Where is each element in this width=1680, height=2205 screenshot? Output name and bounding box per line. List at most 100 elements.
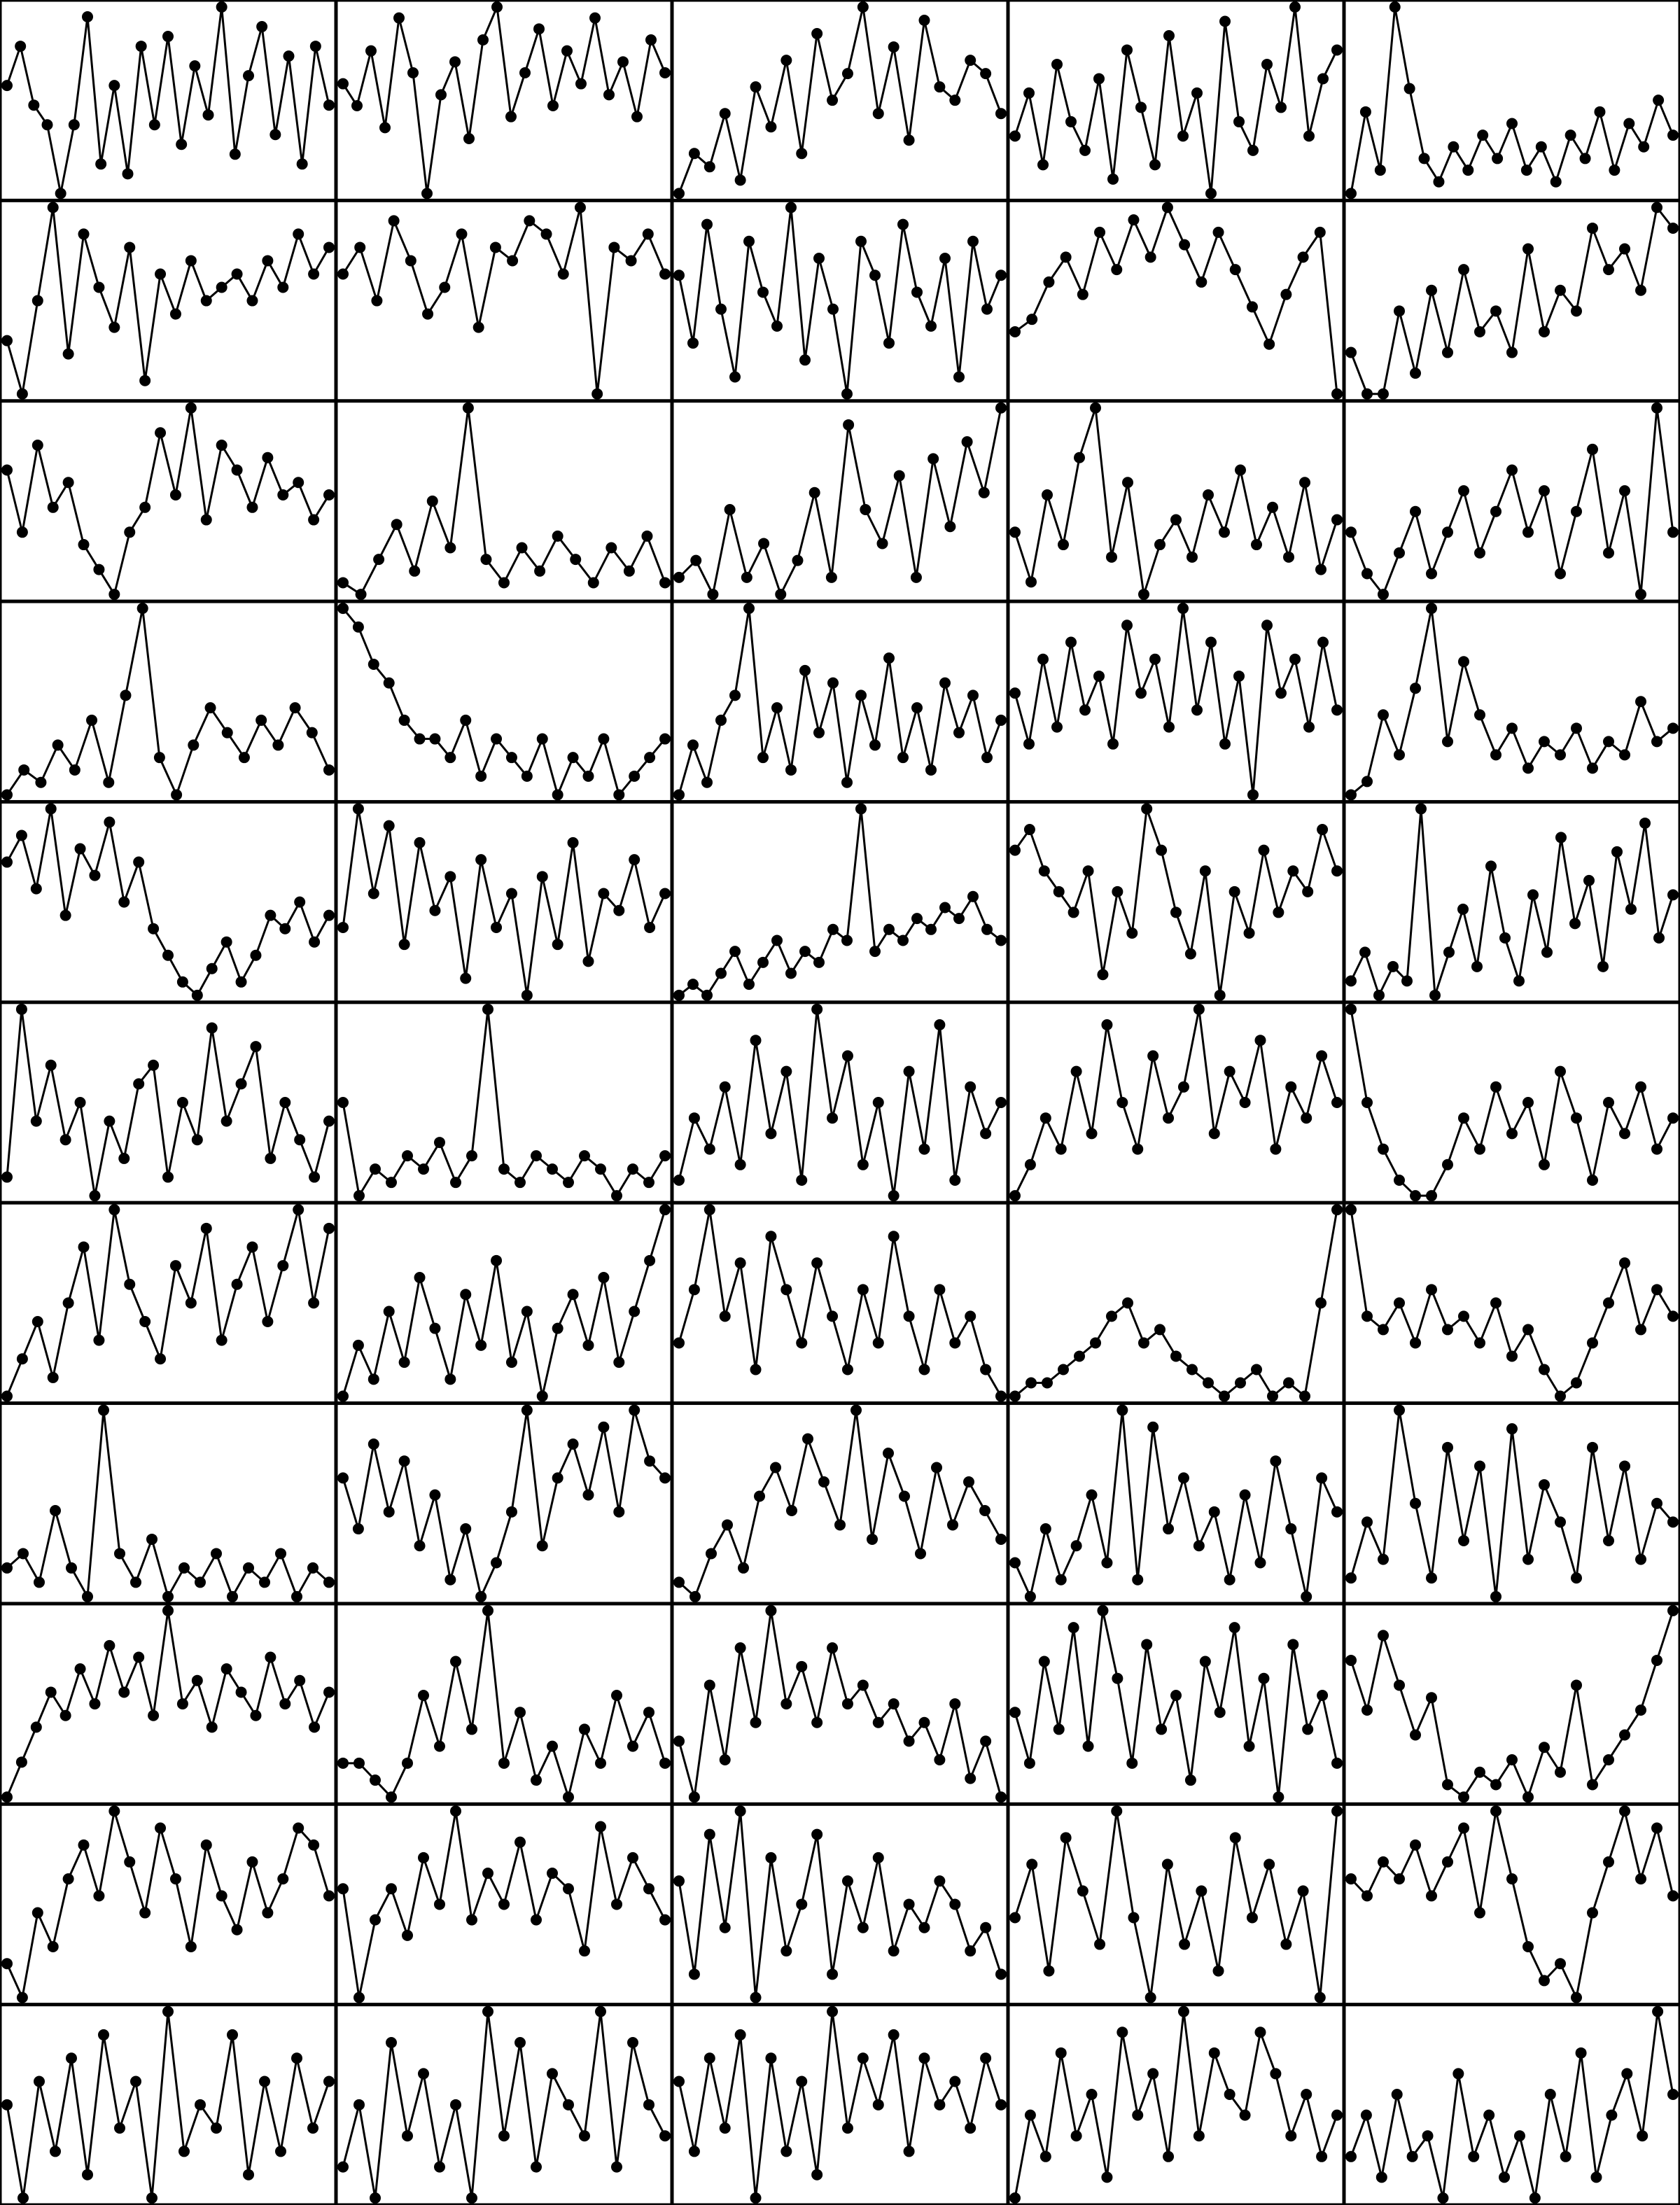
data-point	[1331, 1805, 1343, 1817]
data-point	[1345, 188, 1357, 200]
data-point	[574, 202, 586, 214]
data-point	[897, 752, 909, 764]
data-point	[89, 1190, 101, 1202]
data-point	[673, 2076, 685, 2087]
data-point	[641, 530, 653, 542]
data-point	[1506, 464, 1518, 476]
data-point	[398, 1357, 410, 1368]
data-point	[74, 1663, 86, 1675]
data-point	[370, 1914, 381, 1926]
data-point	[62, 1873, 74, 1885]
data-point	[1144, 1991, 1156, 2003]
data-point	[757, 286, 769, 298]
data-point	[903, 1735, 915, 1747]
data-point	[995, 1968, 1007, 1980]
data-point	[34, 1576, 45, 1588]
data-point	[1094, 1938, 1106, 1950]
data-point	[1058, 1364, 1069, 1376]
data-point	[729, 371, 741, 383]
data-point	[531, 2161, 542, 2173]
data-point	[567, 1438, 579, 1450]
data-point	[659, 2130, 671, 2142]
data-point	[1490, 749, 1502, 761]
data-point	[1474, 1143, 1485, 1155]
data-point	[734, 1805, 746, 1817]
panel-2-1	[0, 200, 337, 402]
series-line	[342, 407, 666, 596]
data-point	[872, 108, 884, 120]
data-point	[799, 664, 811, 676]
data-point	[1112, 1672, 1124, 1684]
data-point	[738, 1562, 749, 1574]
data-point	[1490, 1081, 1502, 1093]
data-point	[1208, 1128, 1220, 1140]
data-point	[1, 1390, 13, 1402]
data-point	[627, 1851, 638, 1863]
data-point	[1179, 1938, 1191, 1950]
data-point	[337, 921, 349, 933]
data-point	[1410, 368, 1421, 379]
series-line	[342, 3, 666, 194]
panel-frame	[1343, 1603, 1680, 1805]
data-point	[1590, 2171, 1602, 2183]
data-point	[221, 727, 233, 738]
data-point	[1, 2099, 13, 2110]
data-point	[918, 1364, 930, 1376]
data-point	[1315, 564, 1326, 575]
data-point	[466, 1150, 477, 1162]
data-point	[1442, 1441, 1453, 1453]
data-point	[1458, 656, 1469, 668]
data-point	[98, 2029, 109, 2040]
data-point	[899, 1490, 910, 1502]
data-point	[1609, 164, 1620, 176]
data-point	[1522, 1097, 1534, 1108]
data-point	[18, 764, 30, 776]
data-point	[701, 218, 713, 230]
data-point	[1539, 1479, 1550, 1491]
data-point	[834, 1519, 846, 1531]
data-point	[1506, 1873, 1518, 1885]
data-point	[1499, 2171, 1511, 2183]
data-point	[1426, 568, 1437, 580]
data-point	[1302, 1723, 1314, 1735]
data-point	[715, 303, 727, 315]
data-point	[1345, 346, 1357, 358]
data-point	[118, 1686, 130, 1698]
data-point	[995, 714, 1007, 726]
panel-frame	[1343, 1803, 1680, 2005]
data-point	[185, 402, 197, 414]
data-point	[35, 776, 47, 788]
data-point	[785, 764, 797, 776]
data-point	[707, 589, 719, 601]
data-point	[841, 1698, 853, 1710]
data-point	[531, 1914, 542, 1926]
data-point	[45, 1059, 57, 1071]
data-point	[536, 733, 548, 745]
data-point	[1579, 153, 1591, 164]
data-point	[1149, 653, 1161, 665]
data-point	[293, 1822, 304, 1834]
data-point	[1442, 526, 1453, 538]
data-point	[235, 976, 247, 988]
data-point	[1042, 1377, 1053, 1389]
data-point	[162, 1604, 174, 1616]
data-point	[1362, 1704, 1373, 1716]
data-point	[947, 1519, 958, 1531]
data-point	[1594, 106, 1606, 118]
data-point	[176, 139, 188, 150]
data-point	[995, 108, 1007, 120]
data-point	[536, 1390, 548, 1402]
data-point	[1267, 1390, 1278, 1402]
data-point	[627, 2037, 638, 2049]
data-point	[642, 228, 654, 240]
data-point	[505, 1357, 517, 1368]
data-point	[1316, 1472, 1328, 1484]
data-point	[1603, 736, 1614, 748]
data-point	[466, 1914, 477, 1926]
data-point	[189, 60, 201, 72]
data-point	[1619, 1805, 1630, 1817]
data-point	[1359, 106, 1371, 118]
data-point	[963, 1476, 974, 1488]
data-point	[1619, 1128, 1630, 1140]
data-point	[409, 565, 421, 577]
